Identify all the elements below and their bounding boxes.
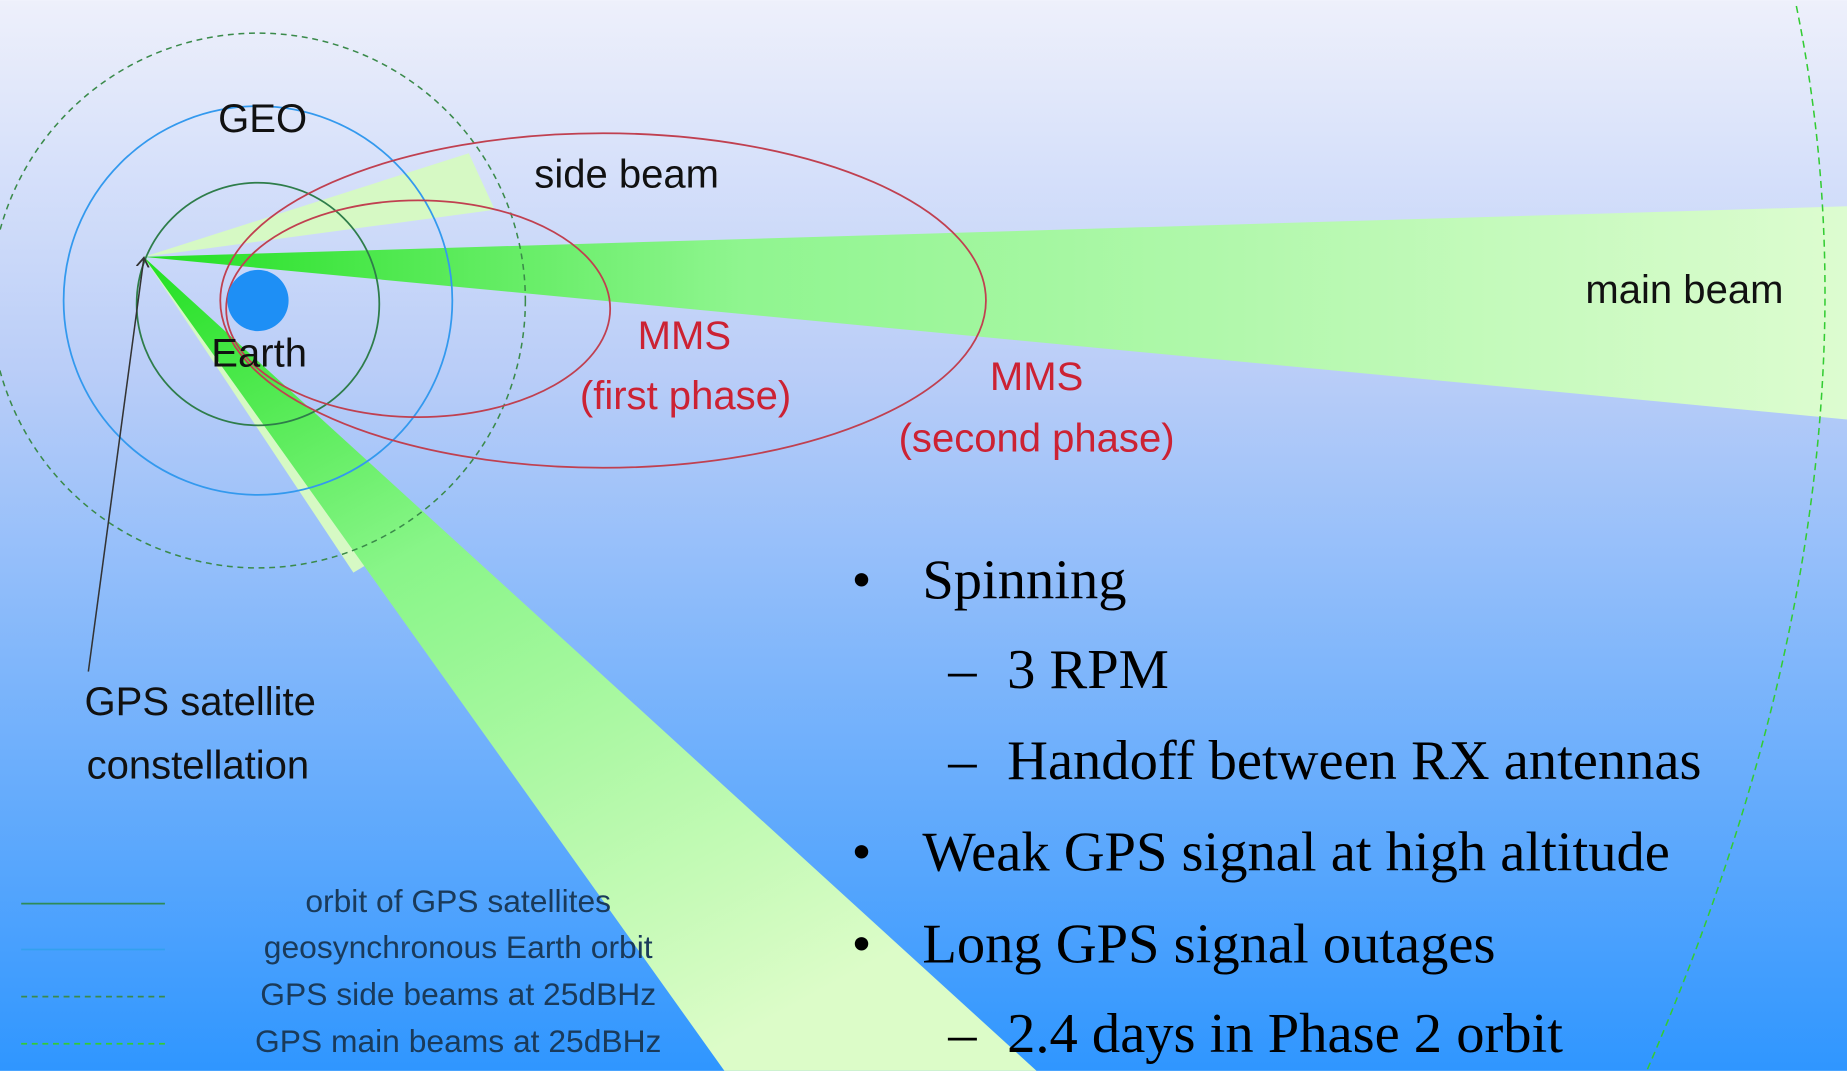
slide: GEO side beam Earth main beam GPS satell… — [0, 0, 1847, 1071]
bullet-marker: • — [852, 914, 872, 976]
label: side beam — [534, 152, 719, 196]
legend-label: geosynchronous Earth orbit — [264, 929, 653, 965]
label: MMS — [638, 314, 731, 358]
label: GPS satellite — [85, 680, 316, 724]
bullet-text: Long GPS signal outages — [922, 914, 1495, 976]
label: main beam — [1585, 268, 1783, 312]
sub-bullet-text: Handoff between RX antennas — [1007, 730, 1701, 792]
bullet-marker: • — [852, 550, 872, 612]
background — [0, 0, 1847, 1071]
legend-label: GPS main beams at 25dBHz — [255, 1023, 661, 1059]
label: MMS — [990, 355, 1083, 399]
label: GEO — [218, 97, 307, 141]
sub-bullet-text: 2.4 days in Phase 2 orbit — [1007, 1003, 1563, 1065]
sub-bullet-marker: – — [947, 639, 977, 701]
label: Earth — [211, 331, 307, 375]
label: constellation — [87, 744, 310, 788]
legend-label: GPS side beams at 25dBHz — [260, 976, 656, 1012]
bullet-text: Weak GPS signal at high altitude — [922, 822, 1670, 884]
sub-bullet-marker: – — [947, 730, 977, 792]
bullet-text: Spinning — [922, 550, 1126, 612]
page: {"diagram": { "labels": { "geo": "GEO", … — [0, 0, 1847, 1071]
label: (first phase) — [580, 374, 791, 418]
label: (second phase) — [899, 416, 1175, 460]
legend-label: orbit of GPS satellites — [305, 883, 611, 919]
earth — [227, 270, 288, 331]
sub-bullet-text: 3 RPM — [1007, 639, 1169, 701]
bullet-marker: • — [852, 822, 872, 884]
sub-bullet-marker: – — [947, 1003, 977, 1065]
